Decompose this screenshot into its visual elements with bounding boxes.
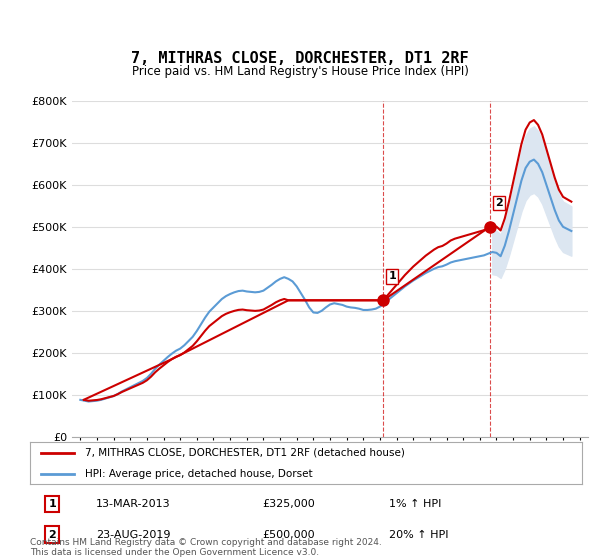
Text: £325,000: £325,000 — [262, 499, 314, 509]
Text: 1: 1 — [388, 271, 396, 281]
Text: 1: 1 — [48, 499, 56, 509]
Text: HPI: Average price, detached house, Dorset: HPI: Average price, detached house, Dors… — [85, 469, 313, 479]
Text: 2: 2 — [48, 530, 56, 540]
Text: 13-MAR-2013: 13-MAR-2013 — [96, 499, 171, 509]
Text: Contains HM Land Registry data © Crown copyright and database right 2024.
This d: Contains HM Land Registry data © Crown c… — [30, 538, 382, 557]
Text: 1% ↑ HPI: 1% ↑ HPI — [389, 499, 441, 509]
Text: Price paid vs. HM Land Registry's House Price Index (HPI): Price paid vs. HM Land Registry's House … — [131, 65, 469, 78]
Text: £500,000: £500,000 — [262, 530, 314, 540]
Text: 20% ↑ HPI: 20% ↑ HPI — [389, 530, 448, 540]
Text: 23-AUG-2019: 23-AUG-2019 — [96, 530, 171, 540]
Text: 7, MITHRAS CLOSE, DORCHESTER, DT1 2RF: 7, MITHRAS CLOSE, DORCHESTER, DT1 2RF — [131, 52, 469, 66]
Text: 2: 2 — [495, 198, 503, 208]
Text: 7, MITHRAS CLOSE, DORCHESTER, DT1 2RF (detached house): 7, MITHRAS CLOSE, DORCHESTER, DT1 2RF (d… — [85, 448, 405, 458]
